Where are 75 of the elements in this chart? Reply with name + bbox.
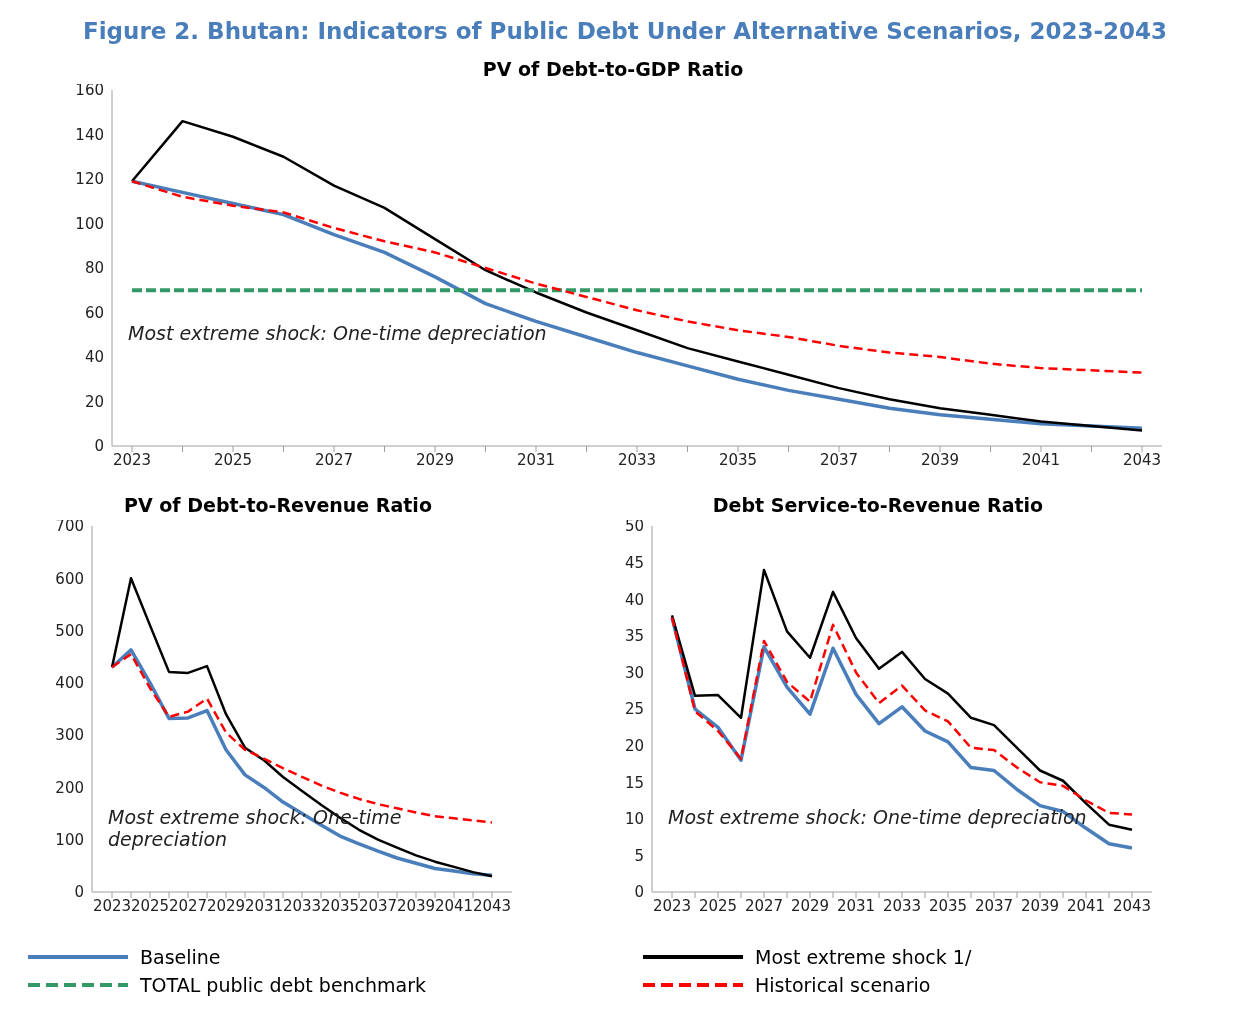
y-tick-label: 60: [84, 303, 104, 322]
x-tick-label: 2027: [168, 896, 208, 915]
x-tick-label: 2039: [396, 896, 436, 915]
x-tick-label: 2033: [282, 896, 322, 915]
legend-label: Most extreme shock 1/: [755, 946, 972, 968]
annotation: Most extreme shock: One-time depreciation: [128, 322, 548, 344]
x-tick-label: 2043: [1112, 896, 1152, 915]
legend-label: Baseline: [140, 946, 221, 968]
y-tick-label: 40: [84, 348, 104, 367]
y-tick-label: 100: [75, 214, 104, 233]
y-tick-label: 160: [75, 81, 104, 100]
y-tick-label: 200: [55, 778, 84, 797]
y-tick-label: 80: [84, 259, 104, 278]
line-series: [110, 652, 494, 824]
line-series: [110, 577, 494, 878]
y-tick-label: 35: [624, 627, 644, 646]
y-tick-label: 500: [55, 621, 84, 640]
y-tick-label: 100: [55, 831, 84, 850]
x-tick-label: 2041: [1066, 896, 1106, 915]
y-tick-label: 30: [624, 663, 644, 682]
x-tick-label: 2043: [1122, 450, 1162, 469]
y-tick-label: 0: [94, 437, 104, 456]
y-tick-label: 45: [624, 553, 644, 572]
y-tick-label: 300: [55, 726, 84, 745]
x-tick-label: 2029: [790, 896, 830, 915]
y-tick-label: 40: [624, 590, 644, 609]
y-tick-label: 50: [624, 517, 644, 536]
x-tick-label: 2037: [974, 896, 1014, 915]
x-tick-label: 2039: [1020, 896, 1060, 915]
chart-title: Debt Service-to-Revenue Ratio: [712, 494, 1044, 516]
line-series: [130, 119, 1144, 432]
x-tick-label: 2035: [320, 896, 360, 915]
x-tick-label: 2031: [516, 450, 556, 469]
x-tick-label: 2033: [617, 450, 657, 469]
x-tick-label: 2031: [836, 896, 876, 915]
x-tick-label: 2033: [882, 896, 922, 915]
y-tick-label: 25: [624, 700, 644, 719]
x-tick-label: 2027: [314, 450, 354, 469]
x-tick-label: 2035: [928, 896, 968, 915]
line-series: [670, 568, 1134, 832]
y-tick-label: 700: [55, 517, 84, 536]
y-tick-label: 0: [634, 883, 644, 902]
y-tick-label: 10: [624, 810, 644, 829]
x-tick-label: 2025: [130, 896, 170, 915]
y-tick-label: 15: [624, 773, 644, 792]
x-tick-label: 2039: [920, 450, 960, 469]
x-tick-label: 2025: [698, 896, 738, 915]
x-tick-label: 2023: [652, 896, 692, 915]
chart-title: Figure 2. Bhutan: Indicators of Public Debt Under Alternative Scenarios, 2023-2043: [81, 18, 1168, 44]
x-tick-label: 2023: [112, 450, 152, 469]
x-tick-label: 2029: [206, 896, 246, 915]
legend-label: TOTAL public debt benchmark: [140, 974, 427, 996]
chart-title: PV of Debt-to-Revenue Ratio: [124, 494, 432, 516]
x-tick-label: 2029: [415, 450, 455, 469]
y-tick-label: 120: [75, 170, 104, 189]
x-tick-label: 2037: [819, 450, 859, 469]
chart-subtitle: PV of Debt-to-GDP Ratio: [482, 58, 744, 80]
x-tick-label: 2041: [1021, 450, 1061, 469]
y-tick-label: 400: [55, 674, 84, 693]
x-tick-label: 2031: [244, 896, 284, 915]
line-series: [130, 179, 1144, 374]
y-tick-label: 20: [624, 736, 644, 755]
y-tick-label: 5: [634, 846, 644, 865]
x-tick-label: 2037: [358, 896, 398, 915]
y-tick-label: 20: [84, 392, 104, 411]
y-tick-label: 140: [75, 125, 104, 144]
x-tick-label: 2023: [92, 896, 132, 915]
x-tick-label: 2043: [472, 896, 512, 915]
x-tick-label: 2027: [744, 896, 784, 915]
x-tick-label: 2035: [718, 450, 758, 469]
x-tick-label: 2025: [213, 450, 253, 469]
y-tick-label: 600: [55, 569, 84, 588]
x-tick-label: 2041: [434, 896, 474, 915]
y-tick-label: 0: [74, 883, 84, 902]
legend-label: Historical scenario: [755, 974, 931, 996]
